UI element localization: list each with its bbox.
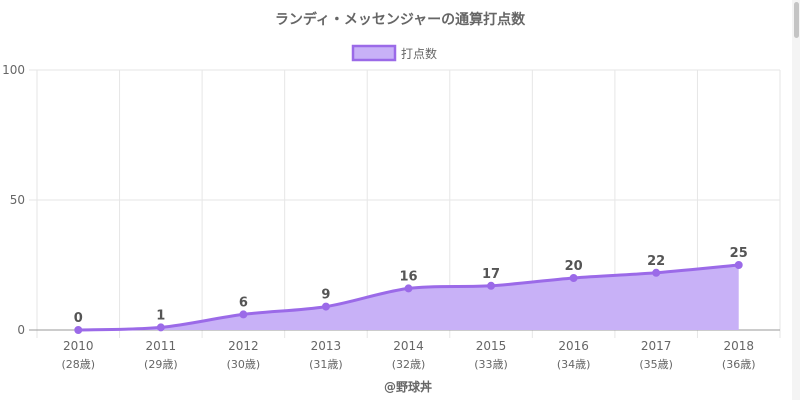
x-tick-sublabel: (28歳): [61, 358, 95, 371]
x-tick-sublabel: (33歳): [474, 358, 508, 371]
x-tick-label: 2011: [146, 339, 177, 353]
data-label: 9: [321, 288, 330, 303]
x-tick-label: 2015: [476, 339, 507, 353]
scrollbar-thumb[interactable]: [794, 2, 799, 38]
x-tick-label: 2012: [228, 339, 259, 353]
chart-title: ランディ・メッセンジャーの通算打点数: [275, 11, 526, 28]
x-tick-label: 2010: [63, 339, 94, 353]
x-tick-sublabel: (36歳): [722, 358, 756, 371]
data-point: [734, 261, 743, 269]
x-tick-sublabel: (35歳): [639, 358, 673, 371]
y-tick-label: 0: [17, 323, 25, 337]
x-tick-label: 2017: [641, 339, 672, 353]
x-tick-sublabel: (29歳): [144, 358, 178, 371]
x-tick-sublabel: (30歳): [227, 358, 261, 371]
series-area: [74, 261, 743, 334]
data-label: 20: [565, 259, 583, 274]
x-tick-label: 2013: [311, 339, 342, 353]
legend[interactable]: 打点数: [351, 44, 437, 62]
scrollbar[interactable]: [792, 0, 800, 400]
data-point: [239, 310, 248, 319]
footer-credit: @野球丼: [384, 379, 432, 394]
data-label: 25: [730, 246, 748, 261]
data-point: [487, 281, 496, 290]
data-label: 6: [239, 295, 248, 310]
x-tick-label: 2014: [393, 339, 424, 353]
y-tick-label: 50: [10, 193, 25, 207]
x-tick-label: 2016: [558, 339, 589, 353]
data-point: [156, 323, 165, 332]
y-axis: 0 50 100: [2, 63, 25, 337]
legend-swatch: [351, 44, 397, 62]
legend-label: 打点数: [401, 46, 437, 61]
data-point: [569, 274, 578, 282]
x-tick-label: 2018: [723, 339, 754, 353]
data-point: [321, 302, 330, 311]
data-label: 0: [74, 311, 83, 326]
data-label: 22: [647, 254, 665, 269]
x-tick-sublabel: (32歳): [392, 358, 426, 371]
x-tick-sublabel: (31歳): [309, 358, 343, 371]
data-point: [652, 268, 661, 277]
x-tick-sublabel: (34歳): [557, 358, 591, 371]
data-label: 17: [482, 267, 500, 282]
data-point: [74, 326, 83, 334]
data-label: 1: [156, 308, 165, 323]
x-axis: 2010 (28歳) 2011 (29歳) 2012 (30歳) 2013 (31歳) 2014…: [61, 339, 755, 371]
data-point: [404, 284, 413, 293]
data-label: 16: [399, 269, 417, 284]
y-tick-label: 100: [2, 63, 25, 77]
